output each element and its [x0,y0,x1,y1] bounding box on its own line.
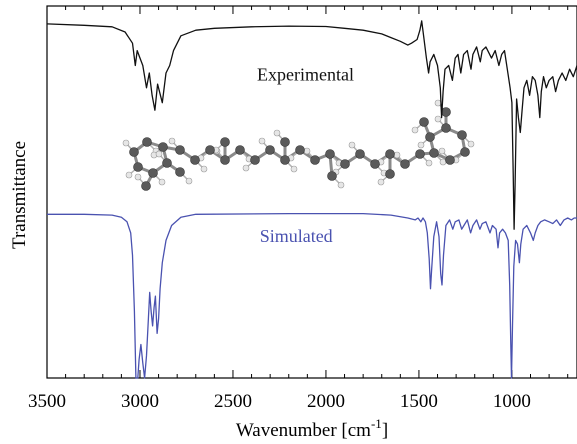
carbon-atom [441,107,451,117]
carbon-atom [280,155,290,165]
carbon-atom [327,171,337,181]
hydrogen-atom [125,171,133,179]
hydrogen-atom [200,165,208,173]
carbon-atom [325,149,335,159]
hydrogen-atom [158,178,166,186]
carbon-atom [129,147,139,157]
carbon-atom [142,137,152,147]
carbon-atom [141,181,151,191]
hydrogen-atom [273,129,281,137]
carbon-atom [429,148,439,158]
carbon-atom [133,162,143,172]
carbon-atom [400,159,410,169]
carbon-atom [355,149,365,159]
carbon-atom [419,117,429,127]
hydrogen-atom [303,147,311,155]
carbon-atom [280,137,290,147]
carbon-atom [148,168,158,178]
hydrogen-atom [134,173,142,181]
carbon-atom [385,149,395,159]
x-tick-labels: 3500 3000 2500 2000 1500 1000 [28,391,531,412]
hydrogen-atom [290,165,298,173]
annotation-simulated: Simulated [260,226,333,246]
hydrogen-atom [185,177,193,185]
carbon-atom [295,145,305,155]
x-tick-label-3000: 3000 [121,391,159,412]
carbon-atom [250,155,260,165]
x-tick-label-2000: 2000 [307,391,345,412]
x-tick-label-3500: 3500 [28,391,66,412]
carbon-atom [460,147,470,157]
carbon-atom [445,155,455,165]
carbon-atom [310,155,320,165]
x-tick-label-2500: 2500 [214,391,252,412]
x-axis-label: Wavenumber [cm-1] [236,416,388,441]
carbon-atom [162,158,172,168]
hydrogen-atom [122,139,130,147]
hydrogen-atom [155,150,163,158]
carbon-atom [175,145,185,155]
hydrogen-atom [417,141,425,149]
molecule-model [122,99,475,191]
series-line-experimental [46,20,577,230]
hydrogen-atom [393,151,401,159]
hydrogen-atom [438,147,446,155]
carbon-atom [385,169,395,179]
x-tick-label-1500: 1500 [400,391,438,412]
plot-area [46,5,577,379]
hydrogen-atom [434,99,442,107]
carbon-atom [415,149,425,159]
carbon-atom [220,137,230,147]
x-tick-label-1000: 1000 [493,391,531,412]
carbon-atom [190,155,200,165]
carbon-atom [205,145,215,155]
hydrogen-atom [467,140,475,148]
carbon-atom [425,132,435,142]
x-ticks [46,6,569,378]
y-axis-label: Transmittance [9,141,30,249]
hydrogen-atom [434,115,442,123]
hydrogen-atom [337,181,345,189]
carbon-atom [370,159,380,169]
carbon-atom [220,155,230,165]
hydrogen-atom [348,141,356,149]
hydrogen-atom [168,137,176,145]
carbon-atom [158,142,168,152]
annotation-experimental: Experimental [257,64,354,84]
carbon-atom [457,130,467,140]
carbon-atom [235,145,245,155]
hydrogen-atom [411,126,419,134]
series-line-simulated [47,212,577,379]
hydrogen-atom [439,158,447,166]
carbon-atom [265,145,275,155]
carbon-atom [175,167,185,177]
carbon-atom [441,123,451,133]
hydrogen-atom [377,178,385,186]
carbon-atom [340,159,350,169]
hydrogen-atom [242,164,250,172]
hydrogen-atom [425,159,433,167]
hydrogen-atom [258,137,266,145]
